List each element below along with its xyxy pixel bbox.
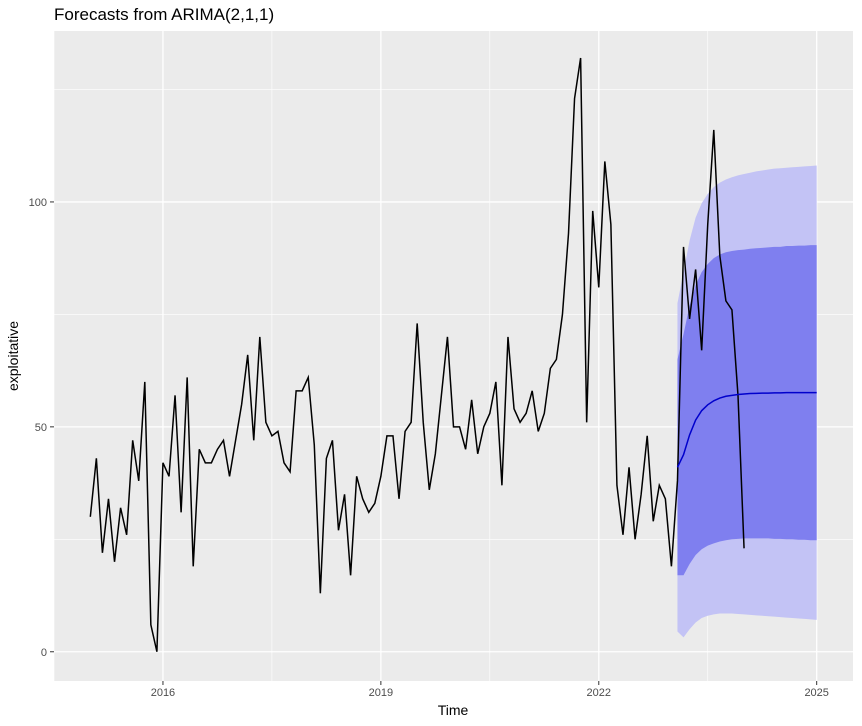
y-axis: 0 50 100 [29, 197, 54, 659]
x-tick-label: 2025 [804, 687, 828, 699]
forecast-mean-line [676, 391, 817, 468]
y-tick-label: 0 [41, 647, 47, 659]
x-tick-label: 2016 [151, 687, 175, 699]
forecast-band-80 [677, 245, 817, 576]
y-tick-label: 50 [35, 422, 47, 434]
chart-title: Forecasts from ARIMA(2,1,1) [54, 5, 274, 24]
x-axis: 2016 2019 2022 2025 [151, 681, 829, 699]
y-tick-label: 100 [29, 197, 47, 209]
observed-series-line [89, 57, 745, 652]
x-tick-label: 2019 [369, 687, 393, 699]
major-gridlines [54, 31, 853, 681]
x-axis-title: Time [438, 702, 469, 718]
y-axis-title: exploitative [5, 321, 21, 391]
x-tick-label: 2022 [587, 687, 611, 699]
